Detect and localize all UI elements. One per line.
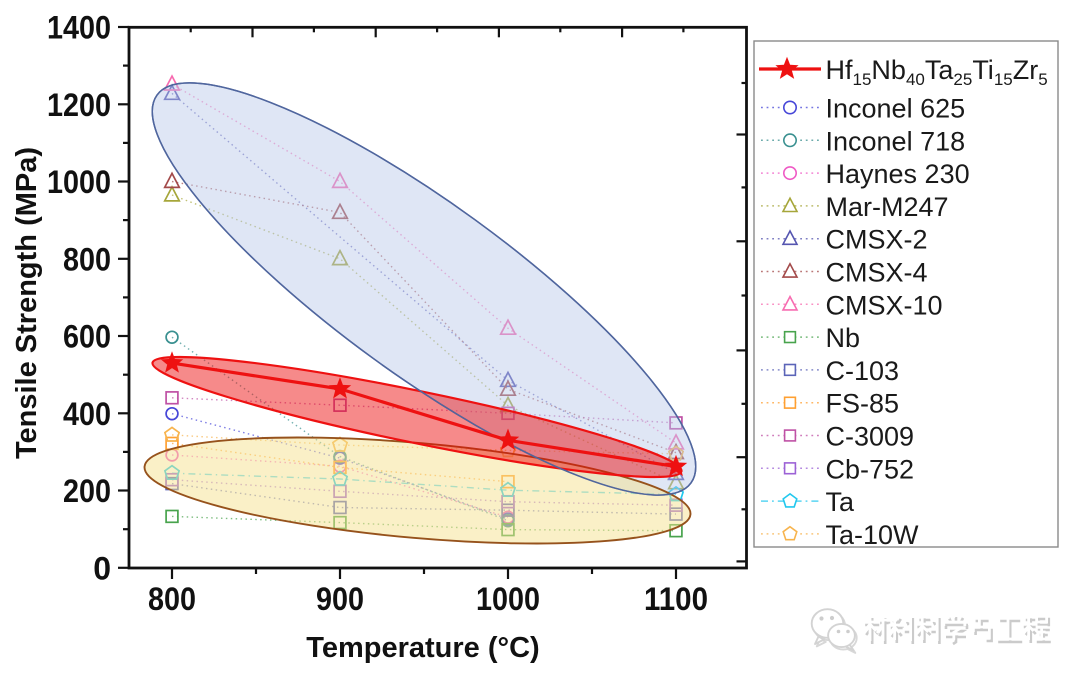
svg-text:Nb: Nb — [826, 323, 861, 353]
svg-text:Temperature (°C): Temperature (°C) — [306, 632, 539, 664]
svg-text:600: 600 — [63, 319, 111, 355]
svg-text:Mar-M247: Mar-M247 — [826, 192, 949, 222]
svg-text:800: 800 — [148, 581, 196, 617]
svg-text:1200: 1200 — [47, 87, 111, 123]
svg-text:400: 400 — [63, 396, 111, 432]
svg-text:Tensile Strength (MPa): Tensile Strength (MPa) — [11, 147, 43, 459]
svg-text:200: 200 — [63, 473, 111, 509]
svg-text:1000: 1000 — [476, 581, 540, 617]
svg-text:0: 0 — [93, 550, 111, 586]
svg-text:C-103: C-103 — [826, 356, 900, 386]
svg-text:Cb-752: Cb-752 — [826, 454, 915, 484]
svg-text:900: 900 — [316, 581, 364, 617]
svg-text:CMSX-10: CMSX-10 — [826, 290, 943, 320]
svg-text:800: 800 — [63, 241, 111, 277]
svg-text:CMSX-4: CMSX-4 — [826, 258, 928, 288]
svg-text:FS-85: FS-85 — [826, 389, 900, 419]
svg-text:Ta-10W: Ta-10W — [826, 520, 920, 550]
svg-text:1400: 1400 — [47, 10, 111, 46]
svg-text:C-3009: C-3009 — [826, 422, 915, 452]
svg-text:Hf15Nb40Ta25Ti15Zr5: Hf15Nb40Ta25Ti15Zr5 — [826, 55, 1048, 89]
svg-text:Inconel 718: Inconel 718 — [826, 126, 966, 156]
svg-text:1100: 1100 — [644, 581, 708, 617]
svg-text:Inconel 625: Inconel 625 — [826, 94, 966, 124]
svg-text:CMSX-2: CMSX-2 — [826, 225, 928, 255]
svg-text:1000: 1000 — [47, 164, 111, 200]
svg-text:Ta: Ta — [826, 487, 856, 517]
svg-text:Haynes 230: Haynes 230 — [826, 159, 970, 189]
